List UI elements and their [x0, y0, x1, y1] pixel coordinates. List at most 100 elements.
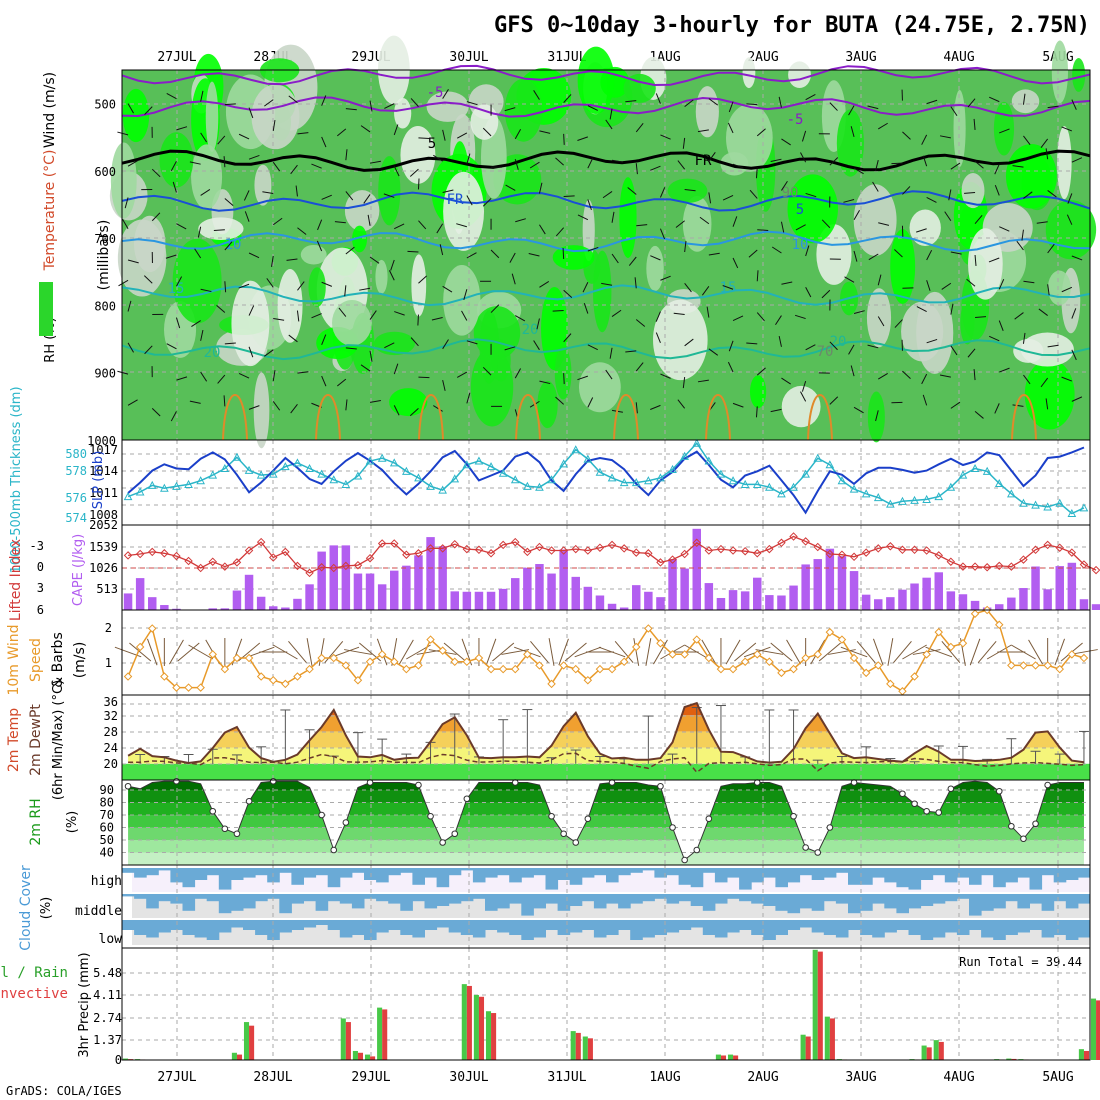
- cape-bar: [438, 546, 447, 610]
- cloud-bar: [182, 894, 196, 911]
- thickness-point: [160, 483, 169, 492]
- wind-barb: [266, 278, 274, 288]
- wind-barb: [528, 253, 540, 257]
- wind-barb: [288, 95, 298, 104]
- wind-barb: [555, 157, 564, 166]
- wind-barb: [601, 282, 613, 286]
- wind-barb: [238, 283, 250, 289]
- cloud-bar: [727, 868, 740, 878]
- cloud-bar: [835, 868, 849, 873]
- cloud-bar: [1041, 920, 1055, 938]
- precip-tick: 4.11: [93, 988, 122, 1002]
- rh-point: [995, 787, 1003, 795]
- precip-tick: 0: [115, 1053, 122, 1067]
- cape-bar: [535, 564, 544, 610]
- rh-point: [669, 824, 676, 831]
- wind-barb: [756, 312, 765, 322]
- cloud-bar: [509, 868, 522, 883]
- cloud-bar: [618, 894, 631, 909]
- cloud-bar: [485, 920, 498, 930]
- rh-patch: [426, 91, 469, 122]
- wind-barb: [442, 129, 446, 141]
- contour-label: 15: [720, 280, 737, 296]
- cape-bar: [305, 584, 314, 610]
- wind-barb: [272, 161, 281, 172]
- wind-barb: [950, 401, 961, 409]
- wind-barb: [1016, 240, 1024, 251]
- cloud-bar: [799, 868, 813, 876]
- slp-line: [127, 446, 1085, 515]
- li-point: [450, 539, 459, 549]
- wind-barb: [1047, 190, 1057, 198]
- cloud-bar: [412, 868, 425, 885]
- wind-barb-10m: [1011, 644, 1036, 660]
- wind-speed-point: [1067, 650, 1077, 659]
- wind-barb: [127, 399, 138, 406]
- rh-patch: [582, 199, 595, 262]
- cloud-bar: [400, 868, 413, 873]
- wind-barb-10m: [598, 646, 626, 658]
- wind-barb: [926, 280, 931, 291]
- wind-barb-10m: [272, 644, 298, 660]
- rh-band: [128, 815, 1085, 828]
- wind-barb: [821, 219, 831, 229]
- cloud-bar: [956, 894, 970, 899]
- wind-barb-10m: [558, 638, 569, 666]
- wind-barb: [829, 396, 839, 405]
- wind-barb: [902, 370, 911, 379]
- wind-barb: [297, 371, 309, 374]
- cloud-bar: [969, 920, 982, 930]
- wind-barb-10m: [856, 640, 876, 664]
- wind-barb: [466, 101, 478, 106]
- rh-patch: [993, 101, 1015, 156]
- thickness-point: [1019, 498, 1028, 507]
- cloud-bar: [702, 868, 716, 873]
- wind-barb: [926, 99, 938, 105]
- contour-label: 70: [817, 344, 834, 360]
- cape-bar: [486, 591, 496, 610]
- cape-bar: [1043, 589, 1052, 610]
- wind-barb: [708, 252, 720, 256]
- convective-precip-bar: [370, 1056, 376, 1060]
- wind-barb: [410, 98, 419, 107]
- cape-bar: [607, 603, 617, 610]
- cape-bar: [498, 588, 508, 610]
- wind-barb: [950, 251, 962, 255]
- convective-precip-bar: [938, 1041, 944, 1060]
- wind-barb: [697, 129, 709, 133]
- contour-label: 10: [792, 237, 809, 253]
- li-point: [970, 562, 980, 571]
- rh-patch: [332, 299, 372, 346]
- rh-point: [221, 825, 229, 833]
- cloud-bar: [460, 894, 474, 902]
- wind-speed-point: [571, 664, 580, 674]
- slp-tick: 1011: [89, 486, 118, 500]
- wind-barb: [466, 252, 477, 259]
- wind-barb: [625, 100, 637, 103]
- wind-speed-point: [402, 664, 411, 674]
- wind-barb: [944, 211, 952, 222]
- wind-barb: [655, 93, 661, 104]
- thickness-tick: 578: [65, 464, 87, 478]
- wind-barb: [165, 254, 177, 259]
- thickness-point: [281, 462, 290, 471]
- cloud-bar: [787, 920, 801, 930]
- cloud-bar: [630, 894, 643, 904]
- wind-barb: [684, 282, 692, 293]
- thickness-point: [402, 466, 411, 475]
- wind-barb: [974, 160, 984, 169]
- wind-barb-10m: [770, 642, 793, 662]
- cloud-bar: [848, 920, 861, 930]
- li-point: [934, 551, 943, 560]
- li-point: [123, 551, 133, 560]
- wind-barb: [609, 108, 613, 120]
- rh-point: [511, 779, 519, 786]
- wind-barb: [384, 103, 395, 109]
- rh-patch: [253, 372, 270, 449]
- temp-band: [128, 703, 1085, 716]
- wind-barb-10m: [485, 638, 497, 666]
- thickness-point: [922, 494, 931, 503]
- wind-speed-point: [462, 657, 472, 666]
- cape-bar: [656, 597, 665, 610]
- wind-speed-point: [716, 664, 726, 674]
